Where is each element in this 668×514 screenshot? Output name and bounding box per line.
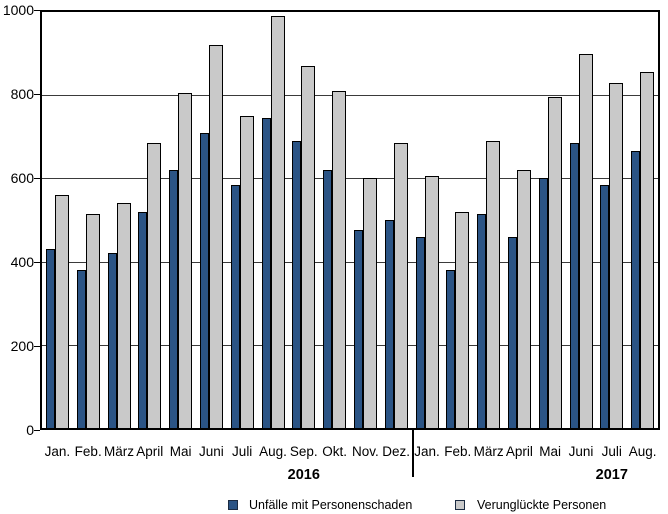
bar-unfaelle-2 (107, 253, 117, 428)
y-axis-tick-mark (34, 94, 40, 95)
bar-unfaelle-0 (46, 249, 55, 428)
bar-verungl-9 (332, 91, 347, 428)
x-axis-month-label: Sep. (289, 444, 318, 459)
bar-verungl-17 (578, 54, 593, 428)
bar-unfaelle-6 (230, 185, 240, 428)
bar-verungl-7 (270, 16, 285, 428)
x-axis-month-label: Jan. (44, 444, 71, 459)
x-axis-month-label: Mai (539, 444, 562, 459)
bar-verungl-16 (547, 97, 562, 428)
x-axis-month-label: Juli (601, 444, 622, 459)
gridline-400 (42, 261, 658, 263)
bar-verungl-12 (424, 176, 439, 428)
x-axis-month-label: April (136, 444, 164, 459)
year-label-2017: 2017 (595, 467, 628, 483)
year-label-2016: 2016 (287, 467, 320, 483)
x-axis-month-label: Jan. (414, 444, 440, 459)
x-axis-month-label: Okt. (322, 444, 347, 459)
x-axis-month-label: Aug. (628, 444, 657, 459)
bar-verungl-4 (178, 93, 193, 428)
y-axis-tick-mark (34, 178, 40, 179)
x-axis-month-label: Aug. (259, 444, 287, 459)
x-axis-month-label: Mai (169, 444, 192, 459)
bar-verungl-13 (455, 212, 470, 428)
bar-unfaelle-4 (169, 170, 179, 428)
bar-verungl-11 (393, 143, 408, 428)
bar-verungl-15 (517, 170, 531, 428)
bar-verungl-10 (363, 178, 377, 428)
x-axis-month-label: April (505, 444, 533, 459)
bar-verungl-19 (640, 72, 655, 428)
gridline-800 (42, 95, 658, 97)
gridline-600 (42, 178, 658, 180)
y-axis-tick-label: 1000 (2, 2, 34, 18)
bar-verungl-0 (55, 195, 69, 428)
bar-verungl-5 (209, 45, 223, 428)
bar-unfaelle-13 (446, 270, 456, 428)
bar-unfaelle-1 (76, 270, 86, 428)
y-axis-tick-label: 200 (10, 338, 34, 354)
y-axis-tick-label: 400 (10, 254, 34, 270)
bar-unfaelle-5 (200, 133, 209, 428)
bar-unfaelle-8 (292, 141, 302, 428)
bar-unfaelle-17 (569, 143, 579, 428)
y-axis-tick-label: 0 (26, 422, 34, 438)
bar-unfaelle-19 (631, 151, 641, 428)
x-axis-month-label: Juli (232, 444, 253, 459)
bar-unfaelle-10 (354, 230, 363, 428)
y-axis-tick-mark (34, 10, 40, 11)
plot-area (40, 10, 660, 430)
bar-unfaelle-14 (477, 214, 487, 428)
bar-unfaelle-12 (415, 237, 425, 428)
y-axis-tick-mark (34, 430, 40, 431)
bar-verungl-2 (116, 203, 131, 428)
legend-label-verunglueckte: Verunglückte Personen (477, 498, 607, 512)
bar-verungl-14 (486, 141, 501, 428)
bar-verungl-1 (85, 214, 100, 428)
x-axis-month-label: Feb. (74, 444, 102, 459)
bar-verungl-18 (609, 83, 624, 428)
bar-verungl-3 (147, 143, 162, 428)
year-separator-tick (411, 430, 414, 477)
bar-unfaelle-7 (261, 118, 271, 428)
bar-unfaelle-15 (508, 237, 517, 428)
bar-verungl-6 (239, 116, 254, 428)
y-axis-tick-mark (34, 346, 40, 347)
legend-swatch-verunglueckte (455, 500, 465, 510)
y-axis-tick-mark (34, 262, 40, 263)
x-axis-month-label: Feb. (444, 444, 472, 459)
bar-unfaelle-16 (538, 178, 548, 428)
x-axis-month-label: Juni (568, 444, 594, 459)
x-axis-month-label: März (473, 444, 504, 459)
bar-unfaelle-3 (138, 212, 148, 428)
legend-label-unfaelle: Unfälle mit Personenschaden (249, 498, 413, 512)
bar-unfaelle-9 (323, 170, 333, 428)
x-axis-month-label: Nov. (352, 444, 379, 459)
x-axis-month-label: Juni (199, 444, 224, 459)
bar-unfaelle-18 (600, 185, 610, 428)
y-axis-tick-label: 800 (10, 86, 34, 102)
gridline-200 (42, 344, 658, 346)
x-axis-month-label: Dez. (382, 444, 411, 459)
bar-verungl-8 (301, 66, 316, 428)
legend-swatch-unfaelle (228, 500, 238, 510)
y-axis-tick-label: 600 (10, 170, 34, 186)
bar-unfaelle-11 (384, 220, 394, 428)
x-axis-month-label: März (104, 444, 134, 459)
